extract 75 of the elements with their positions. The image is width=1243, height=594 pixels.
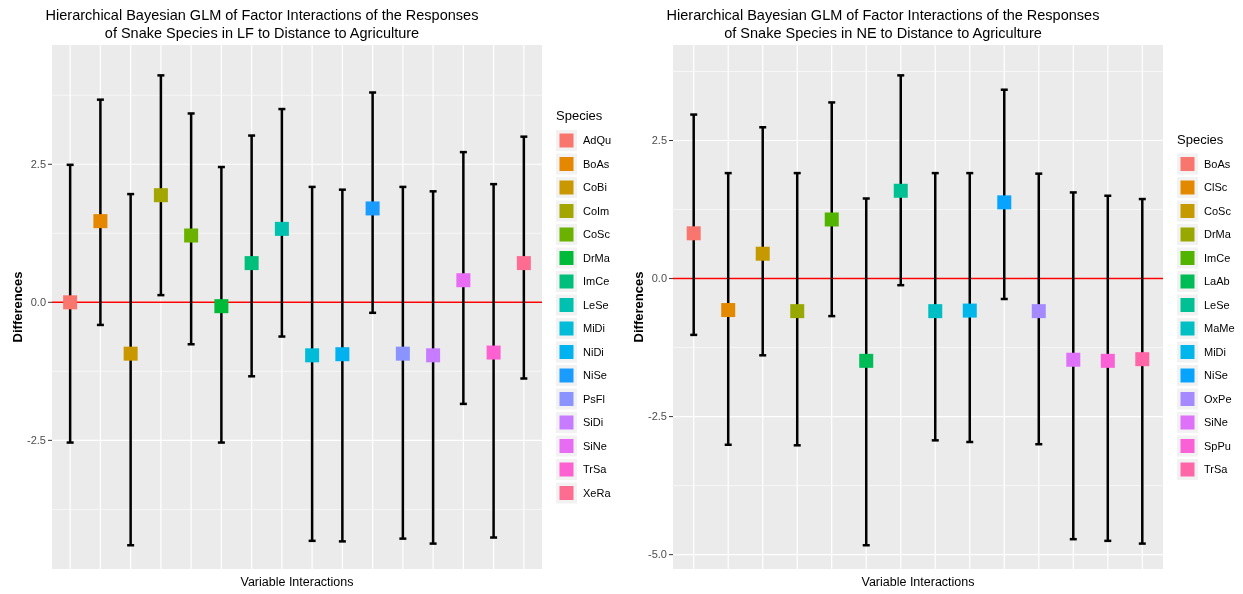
legend-label: LeSe	[1204, 298, 1230, 311]
point	[824, 212, 839, 227]
y-axis-title: Differences	[631, 271, 646, 343]
legend-label: BoAs	[583, 157, 610, 170]
legend-title: Species	[1177, 131, 1224, 147]
legend-label: TrSa	[583, 463, 608, 476]
legend-label: ImCe	[1204, 251, 1231, 264]
legend-label: XeRa	[583, 486, 612, 499]
point	[755, 246, 770, 261]
legend-label: CoSc	[583, 228, 611, 241]
point	[456, 273, 471, 288]
legend-label: MiDi	[1204, 345, 1226, 358]
point	[123, 346, 138, 361]
y-tick-label: 2.5	[651, 134, 667, 147]
legend-label: SpPu	[1204, 439, 1231, 452]
point	[63, 295, 78, 310]
point	[274, 221, 289, 236]
point	[426, 348, 441, 363]
x-axis-title: Variable Interactions	[861, 575, 975, 589]
point	[335, 347, 350, 362]
legend-label: DrMa	[1204, 228, 1232, 241]
point	[184, 228, 199, 243]
point	[516, 256, 531, 271]
chart-title: Hierarchical Bayesian GLM of Factor Interactions of the Responses of Snake Species in NE to Distance to Agriculture	[666, 7, 1100, 41]
point	[244, 256, 259, 271]
point	[1100, 353, 1115, 368]
legend-label: OxPe	[1204, 392, 1232, 405]
y-tick-label: 0.0	[30, 296, 46, 309]
y-tick-label: -2.5	[648, 410, 667, 423]
legend-label: CoIm	[583, 204, 610, 217]
legend-label: LaAb	[1204, 275, 1230, 288]
legend-label: LeSe	[583, 298, 609, 311]
legend-label: ClSc	[1204, 181, 1228, 194]
point	[305, 348, 320, 363]
legend-label: PsFl	[583, 392, 605, 405]
legend-label: DrMa	[583, 251, 611, 264]
point	[1135, 352, 1150, 367]
x-axis-title: Variable Interactions	[240, 575, 354, 589]
legend-label: MiDi	[583, 322, 605, 335]
point	[721, 303, 736, 318]
legend-label: MaMe	[1204, 322, 1235, 335]
legend-label: CoSc	[1204, 204, 1232, 217]
y-tick-label: -2.5	[27, 434, 46, 447]
legend-label: BoAs	[1204, 157, 1231, 170]
point	[1031, 304, 1046, 319]
legend-label: NiSe	[1204, 369, 1228, 382]
point	[395, 346, 410, 361]
y-tick-label: 2.5	[30, 158, 46, 171]
point	[928, 304, 943, 319]
point	[790, 304, 805, 319]
point	[1066, 352, 1081, 367]
legend-label: AdQu	[583, 134, 612, 147]
legend-label: SiNe	[583, 439, 607, 452]
legend-label: ImCe	[583, 275, 610, 288]
legend-label: CoBi	[583, 181, 607, 194]
point	[893, 183, 908, 198]
legend-label: NiDi	[583, 345, 604, 358]
legend-label: TrSa	[1204, 463, 1229, 476]
point	[365, 201, 380, 216]
y-tick-label: -5.0	[648, 548, 667, 561]
point	[859, 353, 874, 368]
point	[486, 345, 501, 360]
point	[997, 195, 1012, 210]
y-tick-label: 0.0	[651, 272, 667, 285]
chart-title: Hierarchical Bayesian GLM of Factor Interactions of the Responses of Snake Species in LF to Distance to Agriculture	[45, 7, 479, 41]
legend-label: SiDi	[583, 416, 604, 429]
point	[93, 214, 108, 229]
point	[686, 226, 701, 241]
point	[962, 303, 977, 318]
point	[214, 299, 229, 314]
y-axis-title: Differences	[10, 271, 25, 343]
point	[153, 188, 168, 203]
legend-title: Species	[556, 108, 603, 123]
legend-label: SiNe	[1204, 416, 1228, 429]
legend-label: NiSe	[583, 369, 607, 382]
